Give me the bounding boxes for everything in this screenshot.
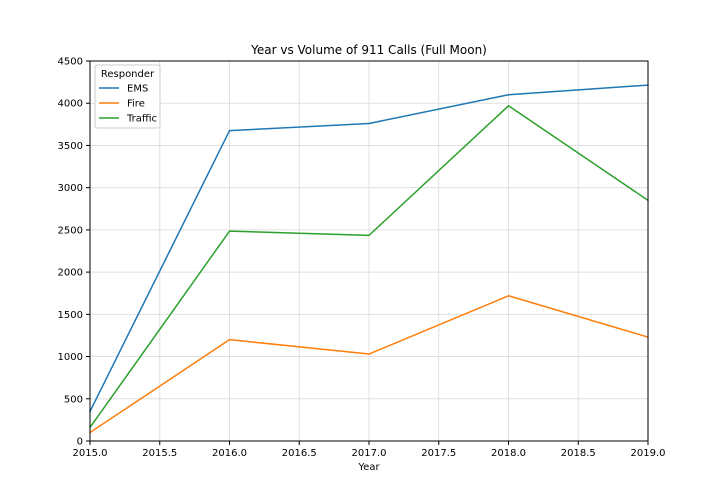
x-tick-label: 2015.0 xyxy=(73,448,108,459)
x-tick-label: 2018.5 xyxy=(561,448,596,459)
legend-label-traffic: Traffic xyxy=(126,114,157,125)
legend-title: Responder xyxy=(101,69,155,80)
data-point-ems xyxy=(507,93,510,96)
y-tick-label: 2500 xyxy=(58,225,83,236)
data-point-ems xyxy=(228,129,231,132)
legend: Responder EMS Fire Traffic xyxy=(94,64,161,129)
data-point-traffic xyxy=(228,230,231,232)
data-point-ems xyxy=(368,122,370,125)
y-axis: 0 500 1000 1500 2000 2500 3000 3500 4000 4500 xyxy=(58,57,90,448)
y-tick-label: 4000 xyxy=(58,99,83,110)
legend-label-ems: EMS xyxy=(127,84,148,95)
x-axis: 2015.0 2015.5 2016.0 2016.5 2017.0 2017.5 2018… xyxy=(73,441,666,459)
legend-box xyxy=(94,64,161,129)
x-tick-label: 2017.0 xyxy=(352,448,387,459)
data-point-fire xyxy=(228,338,231,341)
y-tick-label: 3000 xyxy=(58,183,83,194)
x-tick-label: 2016.5 xyxy=(282,448,317,459)
x-tick-label: 2017.5 xyxy=(421,448,456,459)
series-layer xyxy=(89,84,649,434)
y-tick-label: 1000 xyxy=(58,352,83,363)
x-axis-title: Year xyxy=(357,462,380,473)
y-tick-label: 4500 xyxy=(58,57,83,68)
x-tick-label: 2018.0 xyxy=(491,448,526,459)
x-tick-label: 2016.0 xyxy=(212,448,247,459)
y-tick-label: 500 xyxy=(64,394,83,405)
y-tick-label: 2000 xyxy=(58,268,83,279)
data-point-fire xyxy=(368,353,370,355)
data-point-traffic xyxy=(368,234,370,237)
y-tick-label: 3500 xyxy=(58,141,83,152)
x-tick-label: 2019.0 xyxy=(631,448,666,459)
chart-title: Year vs Volume of 911 Calls (Full Moon) xyxy=(250,43,487,57)
x-tick-label: 2015.5 xyxy=(142,448,177,459)
legend-label-fire: Fire xyxy=(127,99,145,110)
y-tick-label: 1500 xyxy=(58,310,83,321)
data-point-traffic xyxy=(507,104,510,107)
y-tick-label: 0 xyxy=(77,437,83,448)
data-point-fire xyxy=(507,294,510,297)
